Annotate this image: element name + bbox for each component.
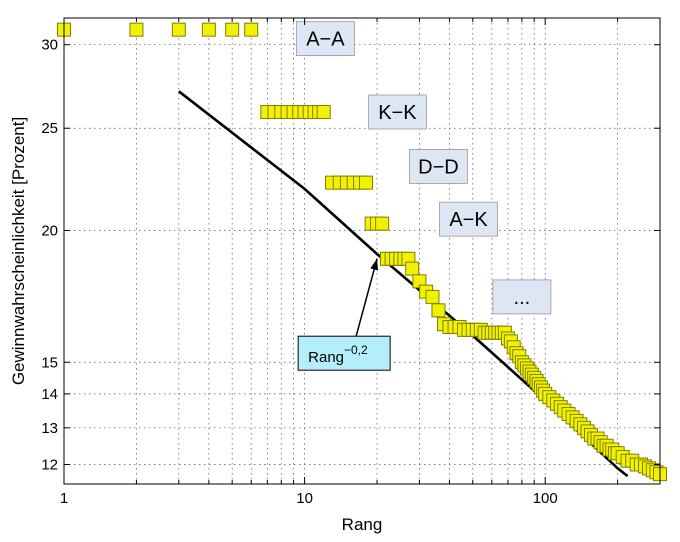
- markers: [57, 22, 667, 482]
- annotation-label: K−K: [378, 102, 417, 124]
- y-tick-label: 12: [41, 457, 58, 474]
- x-tick-label: 10: [296, 490, 313, 507]
- y-tick-label: 14: [41, 386, 58, 403]
- annotation: ...: [492, 279, 552, 315]
- data-point: [129, 22, 144, 37]
- y-tick-label: 30: [41, 37, 58, 54]
- annotation-label: D−D: [418, 156, 459, 178]
- data-point: [425, 289, 440, 304]
- data-point: [244, 22, 259, 37]
- annotations: A−A K−K D−D A−K...: [295, 21, 552, 315]
- annotation-label: A−K: [449, 209, 488, 231]
- y-tick-label: 25: [41, 120, 58, 137]
- formula-text: Rang−0,2: [308, 343, 368, 366]
- formula-label: Rang−0,2: [297, 258, 391, 371]
- annotation-box: [409, 149, 468, 184]
- formula-arrow: [355, 258, 378, 337]
- data-point: [405, 261, 420, 276]
- annotation: K−K: [367, 94, 427, 130]
- plot-frame: [63, 17, 661, 485]
- annotation-box: [439, 201, 498, 237]
- x-axis-label: Rang: [342, 515, 383, 534]
- annotation: A−K: [439, 201, 498, 237]
- formula-box: [297, 335, 391, 371]
- x-tick-label: 100: [533, 490, 558, 507]
- annotation: D−D: [409, 149, 468, 184]
- data-point: [171, 22, 186, 37]
- y-axis-label: Gewinnwahrscheinlichkeit [Prozent]: [9, 117, 28, 385]
- formula-base: Rang: [308, 349, 344, 366]
- formula-arrowhead: [370, 258, 379, 271]
- x-tick-label: 1: [60, 490, 68, 507]
- y-tick-label: 15: [41, 354, 58, 371]
- y-tick-label: 20: [41, 222, 58, 239]
- annotation-box: [295, 21, 355, 57]
- x-ticks: 1 10 100: [60, 18, 661, 507]
- data-point: [431, 303, 446, 318]
- data-point: [375, 216, 390, 231]
- y-ticks: 12 13 14 15 20 25 30: [41, 37, 660, 474]
- formula-exponent: −0,2: [344, 343, 368, 357]
- annotation-box: [367, 94, 427, 130]
- annotation-label: ...: [514, 287, 531, 309]
- annotation-label: A−A: [306, 29, 345, 51]
- data-point: [225, 22, 240, 37]
- annotation-box: [492, 279, 552, 315]
- data-point: [316, 105, 331, 120]
- data-point: [201, 22, 216, 37]
- annotation: A−A: [295, 21, 355, 57]
- y-tick-label: 13: [41, 420, 58, 437]
- data-point: [359, 175, 374, 190]
